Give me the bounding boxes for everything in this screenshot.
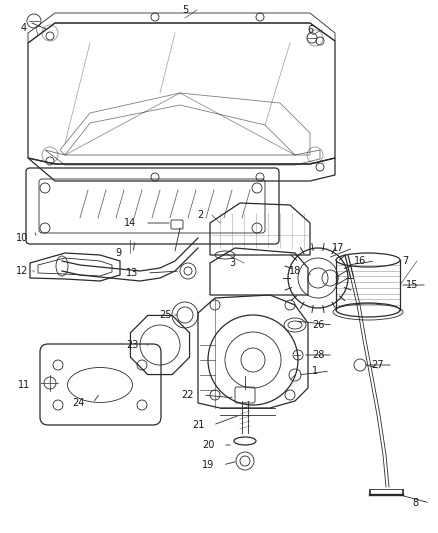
Text: 27: 27 — [372, 360, 384, 370]
Text: 2: 2 — [197, 210, 203, 220]
Text: 15: 15 — [406, 280, 418, 290]
Text: 1: 1 — [312, 366, 318, 376]
Text: 26: 26 — [312, 320, 324, 330]
Text: 16: 16 — [354, 256, 366, 266]
Text: 3: 3 — [229, 258, 235, 268]
Text: 13: 13 — [126, 268, 138, 278]
Text: 19: 19 — [202, 460, 214, 470]
Text: 23: 23 — [126, 340, 138, 350]
Text: 17: 17 — [332, 243, 344, 253]
Text: 9: 9 — [115, 248, 121, 258]
Text: 12: 12 — [16, 266, 28, 276]
Text: 25: 25 — [159, 310, 171, 320]
Text: 11: 11 — [18, 380, 30, 390]
Text: 4: 4 — [21, 23, 27, 33]
Text: 18: 18 — [289, 266, 301, 276]
Text: 28: 28 — [312, 350, 324, 360]
Text: 14: 14 — [124, 218, 136, 228]
Text: 20: 20 — [202, 440, 214, 450]
Text: 8: 8 — [412, 498, 418, 508]
Text: 10: 10 — [16, 233, 28, 243]
Text: 5: 5 — [182, 5, 188, 15]
Text: 7: 7 — [402, 256, 408, 266]
Text: 22: 22 — [182, 390, 194, 400]
Text: 6: 6 — [307, 25, 313, 35]
Text: 21: 21 — [192, 420, 204, 430]
Text: 24: 24 — [72, 398, 84, 408]
